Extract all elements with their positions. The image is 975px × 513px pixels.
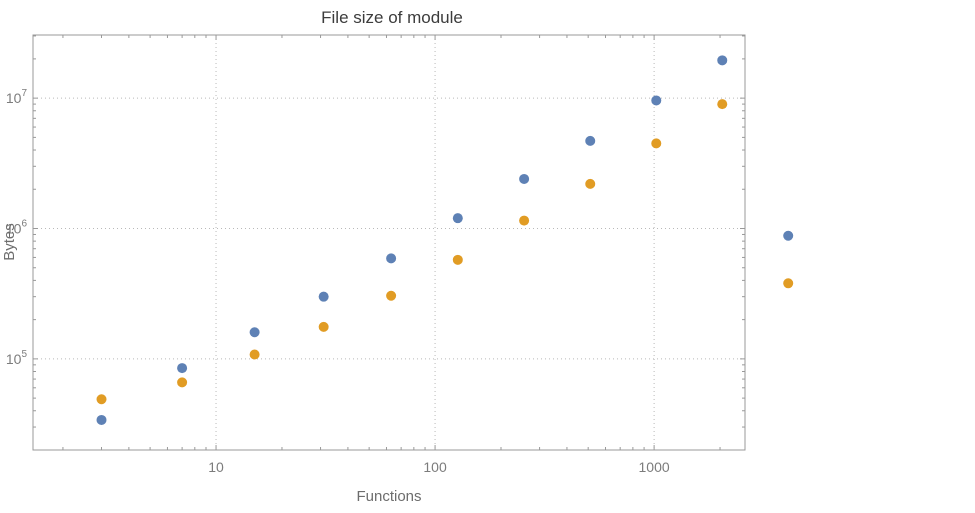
data-point-blue [96, 414, 107, 425]
data-point-orange [177, 377, 188, 388]
y-axis-label: Bytes [1, 223, 18, 261]
y-tick-label: 107 [6, 88, 28, 106]
plot-frame [32, 34, 746, 451]
data-point-blue [386, 253, 397, 264]
data-point-orange [585, 178, 596, 189]
data-point-blue [249, 327, 260, 338]
x-axis-label: Functions [356, 488, 421, 505]
y-tick-label: 105 [6, 349, 28, 367]
x-tick-label: 10 [208, 459, 224, 475]
data-point-blue [717, 55, 728, 66]
x-tick-label: 1000 [639, 459, 670, 475]
chart-title: File size of module [321, 8, 463, 27]
data-point-blue [783, 230, 794, 241]
data-point-orange [717, 99, 728, 110]
data-point-blue [651, 95, 662, 106]
data-point-orange [249, 349, 260, 360]
data-point-orange [96, 394, 107, 405]
data-point-orange [386, 290, 397, 301]
y-tick-label: 106 [6, 219, 28, 237]
data-point-orange [519, 215, 530, 226]
data-point-orange [318, 321, 329, 332]
data-point-blue [519, 173, 530, 184]
data-point-orange [651, 138, 662, 149]
chart-layer: 10 100 1000 105 106 107 [6, 34, 794, 475]
data-point-blue [452, 213, 463, 224]
data-point-blue [585, 135, 596, 146]
data-point-blue [318, 291, 329, 302]
data-point-orange [783, 278, 794, 289]
x-tick-label: 100 [423, 459, 447, 475]
data-point-orange [452, 254, 463, 265]
data-point-blue [177, 363, 188, 374]
